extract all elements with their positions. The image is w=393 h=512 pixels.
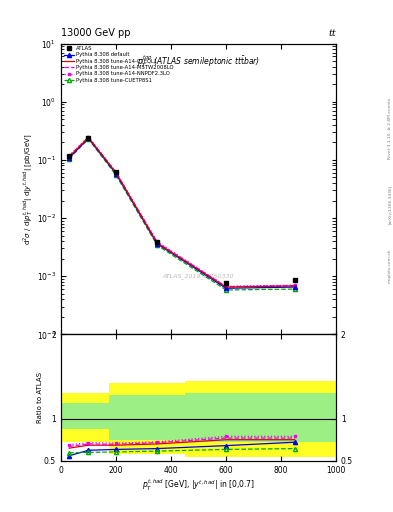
Pythia 8.308 tune-A14-CTEQL1: [114, 169, 118, 176]
Line: Pythia 8.308 tune-A14-NNPDF2.3LO: Pythia 8.308 tune-A14-NNPDF2.3LO: [68, 136, 296, 288]
Pythia 8.308 tune-A14-CTEQL1: [67, 154, 72, 160]
Text: Rivet 3.1.10, ≥ 2.8M events: Rivet 3.1.10, ≥ 2.8M events: [388, 97, 392, 159]
Y-axis label: d$^2\sigma$ / d$|p_T^{t,had}|$ d$|y^{t,had}|$ [pb/GeV]: d$^2\sigma$ / d$|p_T^{t,had}|$ d$|y^{t,h…: [22, 133, 35, 245]
Pythia 8.308 tune-A14-NNPDF2.3LO: [292, 282, 297, 288]
Text: ATLAS_2019_I1750330: ATLAS_2019_I1750330: [163, 273, 234, 279]
Pythia 8.308 tune-A14-CTEQL1: [292, 283, 297, 289]
Pythia 8.308 tune-CUETP8S1: [67, 156, 72, 162]
Line: Pythia 8.308 tune-CUETP8S1: Pythia 8.308 tune-CUETP8S1: [67, 137, 297, 292]
Pythia 8.308 tune-A14-NNPDF2.3LO: [114, 169, 118, 175]
Text: tt: tt: [328, 29, 336, 38]
Pythia 8.308 default: [155, 241, 160, 247]
Line: Pythia 8.308 tune-A14-MSTW2008LO: Pythia 8.308 tune-A14-MSTW2008LO: [69, 137, 295, 287]
Pythia 8.308 tune-CUETP8S1: [114, 172, 118, 178]
X-axis label: $p_T^{t,had}$ [GeV], $|y^{t,had}|$ in [0,0.7]: $p_T^{t,had}$ [GeV], $|y^{t,had}|$ in [0…: [142, 477, 255, 493]
Pythia 8.308 tune-A14-MSTW2008LO: [86, 134, 91, 140]
Pythia 8.308 tune-CUETP8S1: [224, 287, 228, 293]
Pythia 8.308 default: [292, 284, 297, 290]
Pythia 8.308 tune-A14-NNPDF2.3LO: [155, 239, 160, 245]
Pythia 8.308 default: [67, 155, 72, 161]
Pythia 8.308 tune-CUETP8S1: [292, 286, 297, 292]
Pythia 8.308 tune-A14-NNPDF2.3LO: [67, 153, 72, 159]
Pythia 8.308 tune-A14-NNPDF2.3LO: [86, 134, 91, 140]
Line: Pythia 8.308 tune-A14-CTEQL1: Pythia 8.308 tune-A14-CTEQL1: [69, 138, 295, 287]
Pythia 8.308 tune-A14-MSTW2008LO: [155, 240, 160, 246]
Pythia 8.308 tune-A14-CTEQL1: [155, 240, 160, 246]
Text: $p_T^{top}$ (ATLAS semileptonic tt$\bar{\rm t}$bar): $p_T^{top}$ (ATLAS semileptonic tt$\bar{…: [137, 54, 260, 70]
Pythia 8.308 tune-A14-MSTW2008LO: [114, 169, 118, 176]
ATLAS: [224, 281, 228, 287]
Line: ATLAS: ATLAS: [67, 135, 297, 286]
Pythia 8.308 tune-A14-NNPDF2.3LO: [224, 283, 228, 289]
Pythia 8.308 tune-A14-CTEQL1: [86, 135, 91, 141]
Text: 13000 GeV pp: 13000 GeV pp: [61, 28, 130, 38]
Pythia 8.308 default: [224, 285, 228, 291]
ATLAS: [114, 169, 118, 175]
Y-axis label: Ratio to ATLAS: Ratio to ATLAS: [37, 372, 42, 423]
Pythia 8.308 tune-CUETP8S1: [86, 136, 91, 142]
Pythia 8.308 tune-A14-CTEQL1: [224, 284, 228, 290]
Text: [arXiv:1306.3436]: [arXiv:1306.3436]: [388, 185, 392, 224]
ATLAS: [155, 240, 160, 246]
Pythia 8.308 default: [86, 135, 91, 141]
Pythia 8.308 tune-A14-MSTW2008LO: [67, 153, 72, 159]
Pythia 8.308 tune-CUETP8S1: [155, 242, 160, 248]
ATLAS: [67, 153, 72, 159]
ATLAS: [86, 135, 91, 141]
Legend: ATLAS, Pythia 8.308 default, Pythia 8.308 tune-A14-CTEQL1, Pythia 8.308 tune-A14: ATLAS, Pythia 8.308 default, Pythia 8.30…: [62, 45, 175, 84]
ATLAS: [292, 277, 297, 283]
Pythia 8.308 default: [114, 170, 118, 177]
Pythia 8.308 tune-A14-MSTW2008LO: [224, 284, 228, 290]
Text: mcplots.cern.ch: mcplots.cern.ch: [388, 249, 392, 284]
Pythia 8.308 tune-A14-MSTW2008LO: [292, 283, 297, 289]
Line: Pythia 8.308 default: Pythia 8.308 default: [67, 136, 297, 290]
